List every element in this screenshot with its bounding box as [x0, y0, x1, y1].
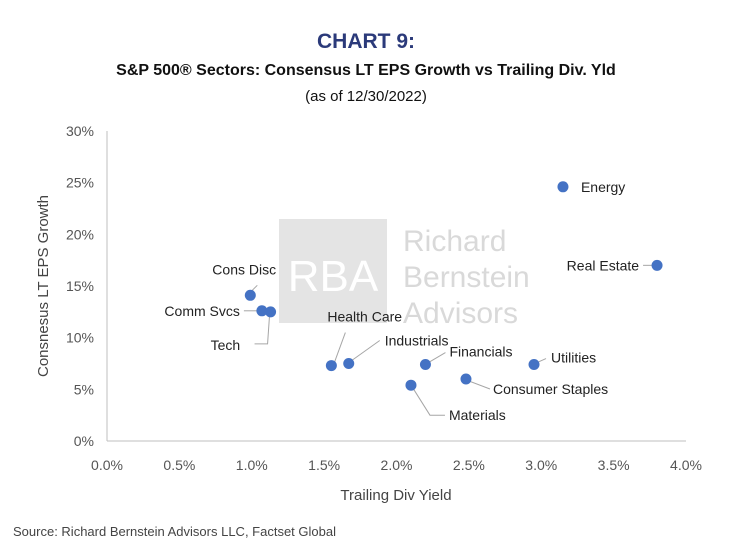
x-tick-label: 1.5%: [308, 457, 340, 473]
label-health-care: Health Care: [327, 309, 402, 325]
chart-ticks: 0.0% 0.5% 1.0% 1.5% 2.0% 2.5% 3.0% 3.5% 4.0% 0% 5%…: [66, 123, 702, 473]
point-financials: [419, 359, 431, 371]
label-energy: Energy: [581, 179, 625, 195]
x-tick-label: 0.5%: [163, 457, 195, 473]
point-labels: Energy Real Estate Cons Disc Comm Svcs Tech H…: [164, 179, 639, 423]
y-tick-label: 25%: [66, 175, 94, 191]
y-tick-label: 15%: [66, 278, 94, 294]
y-tick-label: 5%: [74, 381, 94, 397]
label-tech: Tech: [211, 337, 241, 353]
watermark-logo-box: [279, 219, 387, 323]
y-tick-label: 0%: [74, 433, 94, 449]
x-tick-label: 3.5%: [598, 457, 630, 473]
watermark-logo-letters: RBA: [288, 252, 379, 301]
point-health-care: [325, 360, 337, 372]
label-financials: Financials: [449, 344, 512, 360]
chart-subtitle: S&P 500® Sectors: Consensus LT EPS Growt…: [116, 62, 616, 79]
label-real-estate: Real Estate: [567, 257, 640, 273]
watermark-line-2: Bernstein: [403, 261, 530, 294]
leader-industrials: [351, 340, 381, 361]
point-energy: [557, 181, 569, 193]
chart-axes: [106, 131, 686, 442]
point-materials: [405, 379, 417, 391]
point-cons-disc: [244, 289, 256, 301]
y-tick-label: 20%: [66, 226, 94, 242]
point-industrials: [343, 358, 355, 369]
chart-points: [244, 181, 663, 391]
label-industrials: Industrials: [385, 333, 449, 349]
x-tick-label: 2.0%: [381, 457, 413, 473]
chart-title: CHART 9:: [317, 30, 415, 53]
point-real-estate: [651, 259, 663, 271]
leader-tech: [254, 314, 271, 345]
leader-financials: [428, 352, 446, 363]
watermark-logo: RBA Richard Bernstein Advisors: [279, 219, 530, 330]
point-consumer-staples: [460, 373, 472, 385]
watermark-line-1: Richard: [403, 225, 506, 258]
x-tick-label: 1.0%: [236, 457, 268, 473]
chart-date: (as of 12/30/2022): [305, 88, 427, 105]
y-tick-label: 30%: [66, 123, 94, 139]
label-comm-svcs: Comm Svcs: [164, 303, 239, 319]
leader-health-care: [333, 332, 346, 363]
point-tech: [265, 306, 277, 318]
label-cons-disc: Cons Disc: [212, 261, 276, 277]
x-tick-label: 4.0%: [670, 457, 702, 473]
leader-consumer-staples: [468, 380, 491, 390]
x-tick-label: 2.5%: [453, 457, 485, 473]
y-tick-label: 10%: [66, 330, 94, 346]
label-utilities: Utilities: [551, 350, 596, 366]
leader-materials: [412, 387, 445, 416]
x-axis-label: Trailing Div Yield: [340, 487, 451, 504]
label-materials: Materials: [449, 407, 506, 423]
point-comm-svcs: [256, 305, 268, 317]
label-consumer-staples: Consumer Staples: [493, 381, 608, 397]
source-note: Source: Richard Bernstein Advisors LLC, …: [13, 524, 336, 539]
point-utilities: [528, 359, 540, 371]
x-tick-label: 3.0%: [525, 457, 557, 473]
watermark-line-3: Advisors: [403, 297, 518, 330]
x-tick-label: 0.0%: [91, 457, 123, 473]
y-axis-label: Consnesus LT EPS Growth: [35, 195, 52, 377]
